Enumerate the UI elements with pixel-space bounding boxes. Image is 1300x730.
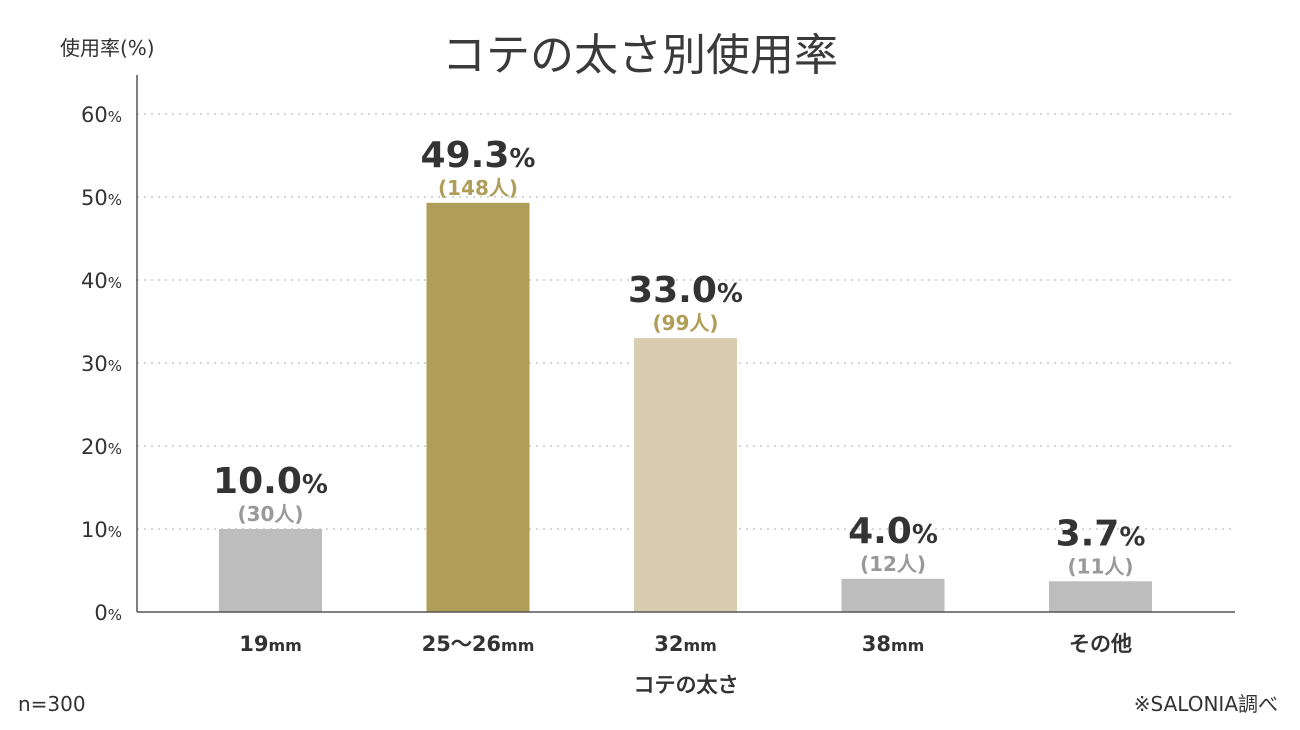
bar [634,338,737,612]
y-tick-label: 20% [81,435,122,459]
y-tick-label: 10% [81,518,122,542]
bars [219,202,1152,612]
y-tick-label: 40% [81,269,122,293]
bar [1049,581,1152,612]
category-label: 38mm [862,632,925,656]
category-label: 19mm [239,632,302,656]
count-label: (30人) [237,502,303,526]
y-tick-label: 50% [81,186,122,210]
value-label: 10.0% [213,461,328,502]
category-label: 25〜26mm [422,632,535,656]
count-label: (11人) [1067,554,1133,578]
category-label: 32mm [654,632,717,656]
value-labels: (30人)10.0% (148人)49.3% (99人)33.0% (12人)4.0%… [213,135,1145,578]
value-label: 33.0% [628,270,743,311]
category-label: その他 [1069,632,1132,656]
chart-title: コテの太さ別使用率 [442,30,838,81]
value-label: 3.7% [1056,513,1146,554]
count-label: (12人) [860,552,926,576]
bar [841,578,945,612]
y-tick-label: 0% [94,601,122,625]
sample-size: n=300 [18,692,86,716]
source-note: ※SALONIA調べ [1134,692,1278,716]
y-tick-label: 60% [81,103,122,127]
x-axis-label: コテの太さ [634,673,739,697]
bar [219,529,322,612]
y-axis-ticks: 0% 10% 20% 30% 40% 50% 60% [81,103,122,625]
count-label: (99人) [652,311,718,335]
category-labels: 19mm 25〜26mm 32mm 38mm その他 [239,632,1132,656]
y-tick-label: 30% [81,352,122,376]
value-label: 49.3% [421,135,536,176]
bar [426,202,530,612]
value-label: 4.0% [848,511,938,552]
count-label: (148人) [438,176,518,200]
y-axis-label: 使用率(%) [60,36,155,60]
